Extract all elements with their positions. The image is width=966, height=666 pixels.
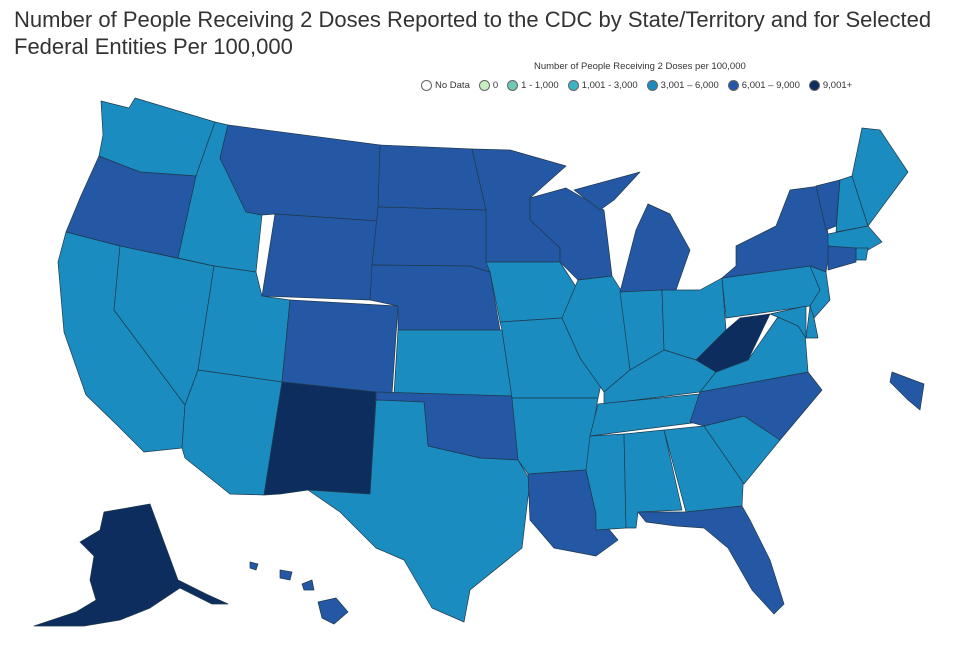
legend-title: Number of People Receiving 2 Doses per 1… <box>534 61 746 72</box>
legend-label: 1,001 - 3,000 <box>581 80 638 91</box>
state-ND[interactable] <box>377 144 487 211</box>
legend-label: 0 <box>492 80 499 91</box>
state-CT[interactable] <box>827 245 857 271</box>
state-VT[interactable] <box>815 179 841 231</box>
state-NM[interactable] <box>263 381 377 496</box>
legend-swatch <box>646 80 658 91</box>
legend-item-3001-6000[interactable]: 3,001 – 6,000 <box>646 80 719 91</box>
legend-item-6001-9000[interactable]: 6,001 – 9,000 <box>727 80 800 91</box>
legend-label: 3,001 – 6,000 <box>660 80 719 91</box>
chart-title: Number of People Receiving 2 Doses Repor… <box>14 7 932 59</box>
legend-label: 1 - 1,000 <box>521 80 559 91</box>
legend-swatch <box>727 80 739 91</box>
state-MT[interactable] <box>219 124 381 222</box>
legend-swatch <box>478 80 490 91</box>
state-TX[interactable] <box>307 399 531 623</box>
state-AK[interactable] <box>33 503 229 627</box>
territory-PR[interactable] <box>889 371 925 411</box>
legend-swatch <box>507 80 519 91</box>
state-FL[interactable] <box>637 505 785 615</box>
legend-label: No Data <box>435 80 470 91</box>
state-RI[interactable] <box>855 247 869 261</box>
state-WY[interactable] <box>261 213 379 301</box>
legend-item-9001-plus[interactable]: 9,001+ <box>808 80 853 91</box>
state-KS[interactable] <box>393 329 513 397</box>
state-AR[interactable] <box>511 397 599 475</box>
state-MA[interactable] <box>827 225 883 251</box>
legend-item-1001-3000[interactable]: 1,001 - 3,000 <box>567 80 638 91</box>
state-HI[interactable] <box>249 561 349 625</box>
state-CO[interactable] <box>281 299 399 395</box>
legend-item-no-data[interactable]: No Data <box>421 80 470 91</box>
legend-label: 6,001 – 9,000 <box>741 80 800 91</box>
state-DE[interactable] <box>805 305 819 339</box>
legend-swatch <box>567 80 579 91</box>
state-ME[interactable] <box>851 127 909 227</box>
legend-swatch <box>808 80 820 91</box>
legend-item-1-1000[interactable]: 1 - 1,000 <box>507 80 559 91</box>
legend-item-zero[interactable]: 0 <box>478 80 499 91</box>
state-NY[interactable] <box>721 185 831 279</box>
state-MD[interactable] <box>769 305 807 339</box>
legend-swatch <box>421 80 432 91</box>
legend: No Data 0 1 - 1,000 1,001 - 3,000 3,001 … <box>421 80 861 91</box>
state-SD[interactable] <box>371 206 491 273</box>
legend-label: 9,001+ <box>822 80 853 91</box>
